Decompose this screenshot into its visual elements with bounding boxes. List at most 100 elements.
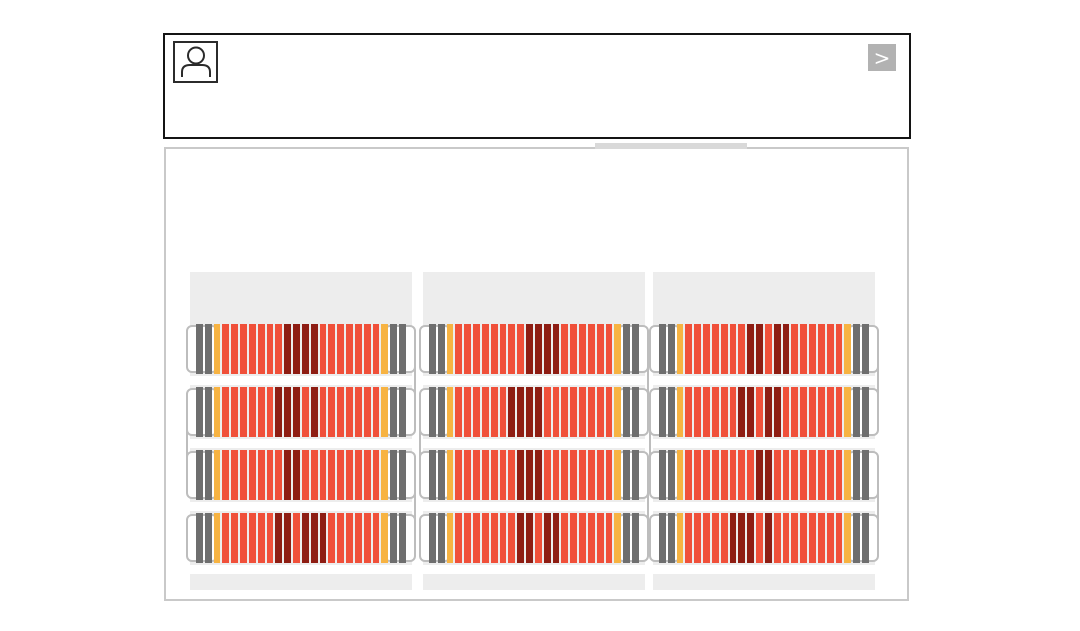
token-bar[interactable] (570, 324, 578, 374)
token-bar[interactable] (667, 387, 675, 437)
token-bar[interactable] (667, 513, 675, 563)
token-bar[interactable] (222, 450, 230, 500)
token-bar[interactable] (605, 387, 613, 437)
token-bar[interactable] (213, 513, 221, 563)
token-bar[interactable] (756, 513, 763, 563)
token-bar[interactable] (266, 324, 274, 374)
token-bar[interactable] (782, 513, 790, 563)
token-bar[interactable] (534, 387, 542, 437)
token-bar[interactable] (782, 324, 790, 374)
text-line-strip[interactable] (186, 322, 416, 376)
token-bar[interactable] (570, 387, 578, 437)
token-bar[interactable] (826, 387, 834, 437)
token-bar[interactable] (508, 324, 516, 374)
token-bar[interactable] (800, 387, 808, 437)
token-bar[interactable] (301, 513, 309, 563)
token-bar[interactable] (363, 513, 371, 563)
token-bar[interactable] (862, 387, 869, 437)
token-bar[interactable] (337, 450, 345, 500)
token-bar[interactable] (685, 450, 693, 500)
token-bar[interactable] (711, 387, 719, 437)
token-bar[interactable] (800, 324, 808, 374)
token-bar[interactable] (623, 450, 631, 500)
token-bar[interactable] (301, 324, 309, 374)
token-bar[interactable] (222, 324, 230, 374)
token-bar[interactable] (508, 387, 516, 437)
text-line-strip[interactable] (419, 448, 649, 502)
token-bar[interactable] (196, 324, 203, 374)
token-bar[interactable] (284, 450, 292, 500)
token-bar[interactable] (826, 513, 834, 563)
token-bar[interactable] (862, 324, 869, 374)
token-bar[interactable] (587, 513, 595, 563)
token-bar[interactable] (517, 324, 525, 374)
text-line-strip[interactable] (649, 511, 879, 565)
token-bar[interactable] (372, 450, 380, 500)
token-bar[interactable] (552, 324, 560, 374)
token-bar[interactable] (685, 387, 693, 437)
token-bar[interactable] (791, 387, 799, 437)
token-bar[interactable] (561, 513, 569, 563)
token-bar[interactable] (570, 513, 578, 563)
token-bar[interactable] (372, 324, 380, 374)
token-bar[interactable] (756, 324, 763, 374)
token-bar[interactable] (399, 387, 406, 437)
token-bar[interactable] (354, 513, 362, 563)
token-bar[interactable] (473, 387, 480, 437)
token-bar[interactable] (614, 387, 622, 437)
token-bar[interactable] (464, 324, 472, 374)
token-bar[interactable] (703, 387, 710, 437)
token-bar[interactable] (437, 324, 445, 374)
token-bar[interactable] (240, 450, 247, 500)
token-bar[interactable] (632, 513, 639, 563)
token-bar[interactable] (301, 387, 309, 437)
token-bar[interactable] (862, 513, 869, 563)
token-bar[interactable] (623, 387, 631, 437)
token-bar[interactable] (455, 324, 463, 374)
token-bar[interactable] (773, 387, 781, 437)
token-bar[interactable] (381, 450, 389, 500)
token-bar[interactable] (481, 513, 489, 563)
token-bar[interactable] (222, 513, 230, 563)
token-bar[interactable] (720, 450, 728, 500)
token-bar[interactable] (720, 513, 728, 563)
token-bar[interactable] (844, 513, 852, 563)
token-bar[interactable] (817, 324, 825, 374)
token-bar[interactable] (319, 387, 327, 437)
token-bar[interactable] (835, 387, 843, 437)
token-bar[interactable] (346, 324, 353, 374)
token-bar[interactable] (499, 324, 507, 374)
token-bar[interactable] (240, 324, 247, 374)
token-bar[interactable] (853, 324, 861, 374)
token-bar[interactable] (809, 513, 816, 563)
token-bar[interactable] (381, 387, 389, 437)
token-bar[interactable] (773, 324, 781, 374)
token-bar[interactable] (579, 513, 586, 563)
token-bar[interactable] (844, 387, 852, 437)
token-bar[interactable] (508, 450, 516, 500)
token-bar[interactable] (623, 324, 631, 374)
token-bar[interactable] (809, 387, 816, 437)
token-bar[interactable] (293, 324, 300, 374)
token-bar[interactable] (526, 513, 533, 563)
token-bar[interactable] (319, 450, 327, 500)
token-bar[interactable] (809, 324, 816, 374)
token-bar[interactable] (372, 387, 380, 437)
token-bar[interactable] (853, 387, 861, 437)
text-line-strip[interactable] (419, 322, 649, 376)
token-bar[interactable] (667, 324, 675, 374)
token-bar[interactable] (853, 513, 861, 563)
token-bar[interactable] (429, 450, 436, 500)
token-bar[interactable] (747, 387, 755, 437)
token-bar[interactable] (659, 324, 666, 374)
token-bar[interactable] (543, 513, 551, 563)
token-bar[interactable] (490, 450, 498, 500)
token-bar[interactable] (764, 513, 772, 563)
text-line-strip[interactable] (186, 511, 416, 565)
token-bar[interactable] (694, 387, 702, 437)
token-bar[interactable] (464, 513, 472, 563)
token-bar[interactable] (676, 450, 684, 500)
text-line-strip[interactable] (186, 448, 416, 502)
token-bar[interactable] (711, 450, 719, 500)
token-bar[interactable] (473, 324, 480, 374)
